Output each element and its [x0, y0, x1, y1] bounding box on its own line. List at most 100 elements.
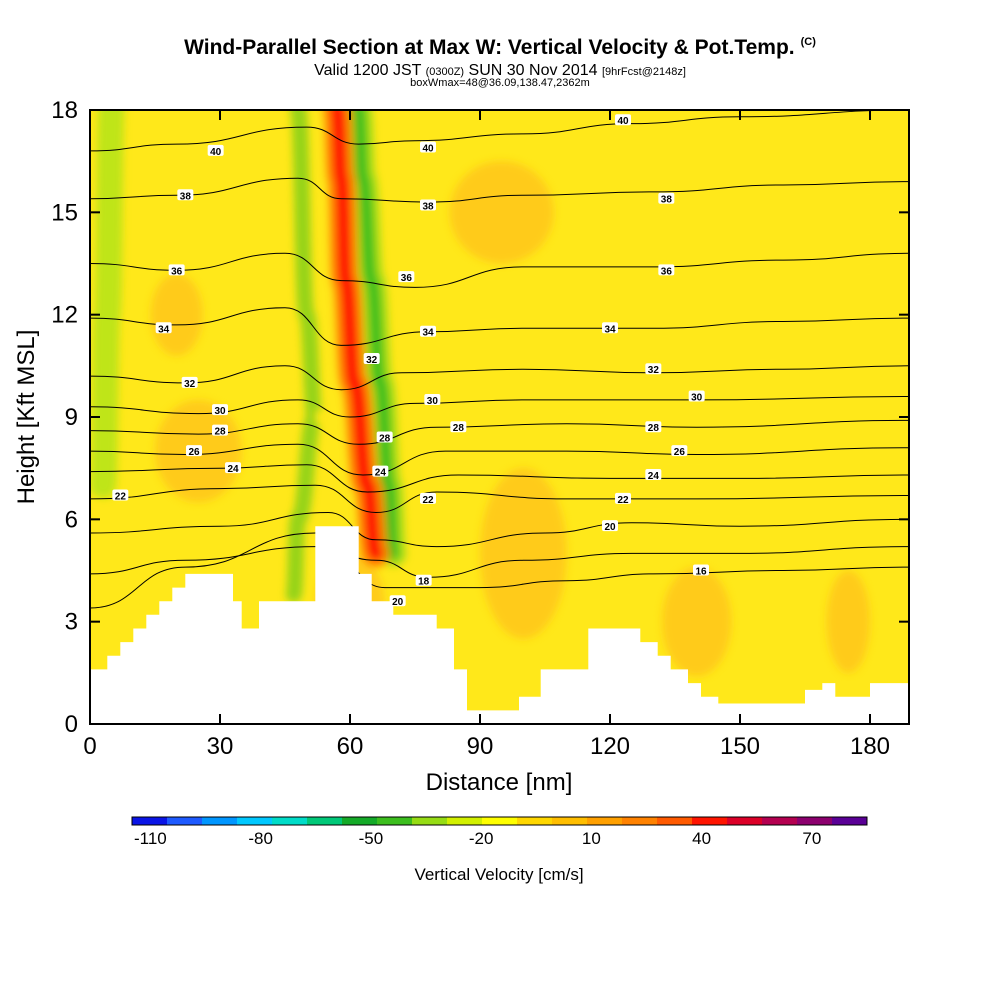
contour-label-0: 40 — [207, 144, 224, 158]
contour-label-bg — [602, 322, 618, 334]
contour-label-8: 24 — [225, 462, 241, 475]
y-axis-label: Height [Kft MSL] — [13, 330, 40, 505]
y-tick-label: 18 — [51, 97, 78, 124]
colorbar-frame — [131, 816, 868, 826]
contour-label-3: 34 — [155, 322, 172, 335]
colorbar-swatch — [167, 817, 203, 825]
contour-label-14: 32 — [363, 353, 380, 366]
contour-label-text: 32 — [184, 379, 196, 390]
contour-label-32: 20 — [602, 520, 618, 533]
contour-label-text: 36 — [401, 273, 413, 284]
colorbar-swatch — [482, 817, 518, 825]
contour-label-bg — [372, 465, 389, 477]
contour-label-13: 34 — [420, 325, 436, 339]
contour-label-text: 20 — [392, 597, 404, 608]
contour-label-text: 38 — [180, 191, 192, 202]
valid-prefix: Valid 1200 JST — [314, 62, 422, 79]
chart-title: Wind-Parallel Section at Max W: Vertical… — [0, 36, 1000, 60]
contour-label-6: 28 — [212, 424, 228, 438]
colorbar-swatch — [307, 817, 343, 825]
isentrope-contours — [90, 110, 909, 609]
contour-label-bg — [186, 445, 202, 457]
contour-labels: 40 38 36 34 32 30 28 26 24 22 40 38 36 34 32 30 28 24 22 28… — [112, 114, 709, 608]
warm-patch-5 — [449, 161, 554, 264]
colorbar-tick-label: 10 — [582, 829, 601, 848]
box-info-line: boxWmax=48@36.09,138.47,2362m — [410, 77, 590, 89]
contour-label-bg — [693, 564, 709, 576]
colorbar-swatch — [342, 817, 378, 825]
contour-label-16: 28 — [376, 431, 393, 444]
contour-label-20: 18 — [415, 574, 432, 588]
contour-label-21: 20 — [389, 595, 406, 608]
valid-time-line: Valid 1200 JST (0300Z) SUN 30 Nov 2014 [… — [0, 62, 1000, 80]
contour-label-text: 36 — [661, 266, 673, 277]
contour-label-text: 24 — [648, 471, 660, 482]
isentrope-18 — [90, 546, 909, 578]
x-tick-label: 150 — [720, 733, 760, 760]
contour-label-text: 22 — [617, 495, 629, 506]
isentrope-32 — [90, 365, 909, 391]
colorbar-tick-label: -20 — [469, 829, 494, 848]
contour-label-25: 34 — [602, 322, 618, 335]
colorbar-swatch — [692, 817, 728, 825]
contour-label-text: 34 — [422, 328, 434, 339]
contour-label-bg — [207, 144, 224, 156]
x-tick-label: 30 — [207, 733, 234, 760]
contour-label-bg — [615, 114, 631, 126]
secondary-downdraft-band — [285, 110, 324, 603]
contour-label-text: 38 — [422, 202, 434, 213]
contour-label-26: 32 — [645, 363, 662, 376]
contour-label-bg — [671, 445, 688, 457]
contour-label-bg — [420, 492, 436, 504]
contour-label-bg — [450, 421, 467, 433]
contour-label-bg — [168, 264, 185, 276]
contour-label-27: 30 — [688, 390, 705, 404]
contour-label-12: 36 — [398, 271, 415, 284]
contour-label-17: 24 — [372, 465, 389, 479]
colorbar-swatch — [832, 817, 868, 825]
contour-label-7: 26 — [186, 445, 202, 458]
isentrope-26 — [90, 443, 909, 476]
y-tick-label: 9 — [65, 404, 78, 431]
colorbar-tick-label: -110 — [134, 829, 167, 848]
valid-utc: (0300Z) — [425, 66, 465, 78]
contour-label-bg — [420, 325, 436, 337]
y-tick-label: 12 — [51, 302, 78, 329]
terrain-mask — [90, 526, 909, 724]
x-tick-label: 0 — [83, 733, 96, 760]
colorbar-swatch — [377, 817, 413, 825]
contour-label-bg — [645, 468, 662, 480]
contour-label-bg — [181, 376, 198, 388]
contour-label-text: 22 — [115, 491, 127, 502]
colorbar-swatch — [132, 817, 168, 825]
x-tick-label: 90 — [467, 733, 494, 760]
colorbar-swatch — [202, 817, 238, 825]
contour-label-bg — [389, 595, 406, 607]
contour-label-bg — [658, 264, 675, 276]
contour-label-1: 38 — [177, 189, 194, 202]
updraft-core-band — [330, 110, 383, 561]
contour-label-4: 32 — [181, 376, 198, 390]
contour-label-text: 40 — [422, 144, 434, 155]
contour-label-text: 22 — [422, 495, 434, 506]
contour-label-text: 30 — [427, 396, 439, 407]
contour-label-9: 22 — [112, 489, 129, 502]
colorbar-swatch — [657, 817, 693, 825]
colorbar-swatch — [272, 817, 308, 825]
contour-label-text: 34 — [158, 324, 170, 335]
contour-label-bg — [177, 189, 194, 201]
contour-label-bg — [212, 424, 228, 436]
y-tick-label: 3 — [65, 609, 78, 636]
colorbar-tick-label: 70 — [802, 829, 821, 848]
warm-patch-3 — [826, 570, 870, 673]
contour-label-bg — [155, 322, 172, 334]
contour-label-text: 24 — [375, 468, 387, 479]
contour-label-text: 20 — [604, 522, 616, 533]
contour-label-bg — [112, 489, 129, 501]
contour-label-text: 26 — [188, 447, 200, 458]
contour-label-2: 36 — [168, 264, 185, 277]
x-tick-label: 120 — [590, 733, 630, 760]
contour-label-5: 30 — [212, 404, 228, 417]
colorbar-swatch — [237, 817, 273, 825]
